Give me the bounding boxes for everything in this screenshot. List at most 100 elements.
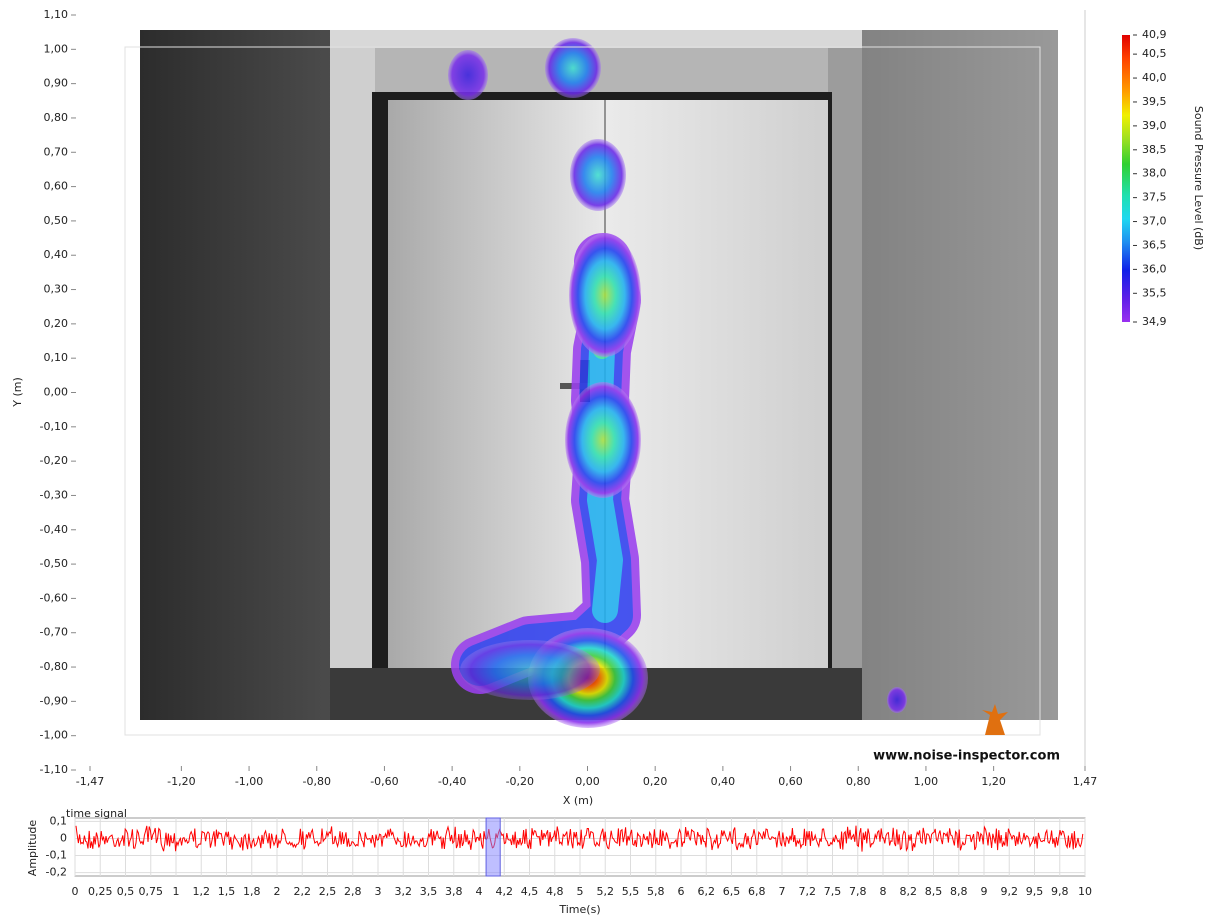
x-tick-label: 4,8 [546,885,564,898]
y-tick-label: -0,20 [40,454,68,467]
colorbar-tick-label: 34,9 [1142,315,1167,328]
x-tick-label: 5,5 [622,885,640,898]
y-tick-label: 0,10 [44,351,69,364]
y-tick-label: -0,10 [40,420,68,433]
x-tick-label: 3,8 [445,885,463,898]
y-tick-label: 0,70 [44,145,69,158]
x-tick-label: 4,5 [521,885,539,898]
x-tick-label: -1,20 [167,775,195,788]
colorbar-tick-label: 38,5 [1142,143,1167,156]
y-tick-label: -0,90 [40,694,68,707]
x-tick-label: 1,00 [914,775,939,788]
x-tick-label: 3,5 [420,885,438,898]
y-tick-label: -0,60 [40,591,68,604]
x-tick-label: 0,00 [575,775,600,788]
y-tick-label: -0,30 [40,488,68,501]
colorbar-tick-label: 36,5 [1142,238,1167,251]
y-tick-label: 0,90 [44,77,69,90]
x-tick-label: 0,25 [88,885,113,898]
y-tick-label: -1,00 [40,729,68,742]
x-tick-label: -0,60 [370,775,398,788]
signal-title: time signal [66,807,127,820]
x-tick-label: 4 [476,885,483,898]
x-tick-label: 3,2 [395,885,413,898]
y-tick-label: -0,40 [40,523,68,536]
y-tick-label: 0,40 [44,248,69,261]
x-tick-label: 6,8 [748,885,766,898]
y-tick-label: 0,60 [44,180,69,193]
y-tick-label: 0,50 [44,214,69,227]
y-tick-label: -0,1 [46,849,67,862]
signal-trace [75,825,1084,853]
x-tick-label: -0,80 [303,775,331,788]
x-tick-label: 8 [880,885,887,898]
colorbar-tick-label: 40,5 [1142,47,1167,60]
x-tick-label: 9,8 [1051,885,1069,898]
y-tick-label: 0,20 [44,317,69,330]
logo [982,704,1008,735]
x-tick-label: 8,2 [900,885,918,898]
x-tick-label: 0 [72,885,79,898]
y-tick-label: 1,10 [44,8,69,21]
x-tick-label: 10 [1078,885,1092,898]
x-tick-label: 0,5 [117,885,135,898]
x-tick-label: 9,5 [1026,885,1044,898]
x-tick-label: 1,20 [981,775,1006,788]
y-tick-label: -1,10 [40,763,68,776]
x-tick-label: 5 [577,885,584,898]
colorbar-tick-label: 40,9 [1142,28,1167,41]
colorbar-tick-label: 38,0 [1142,167,1167,180]
x-tick-label: -0,20 [506,775,534,788]
y-tick-label: -0,2 [46,866,67,879]
colorbar-label: Sound Pressure Level (dB) [1192,106,1205,250]
x-tick-label: 8,5 [925,885,943,898]
x-tick-label: 3 [375,885,382,898]
x-tick-label: 7,5 [824,885,842,898]
x-tick-label: 5,8 [647,885,665,898]
colorbar-tick-label: 36,0 [1142,262,1167,275]
x-axis-label: Time(s) [558,903,600,916]
y-axis-label: Amplitude [26,820,39,877]
colorbar-tick-label: 37,0 [1142,215,1167,228]
x-tick-label: 1,5 [218,885,236,898]
x-tick-label: 1 [173,885,180,898]
x-tick-label: 1,8 [243,885,261,898]
x-tick-label: 6,2 [698,885,716,898]
x-tick-label: 7,8 [849,885,867,898]
x-tick-label: 2,8 [344,885,362,898]
x-tick-label: -1,47 [76,775,104,788]
y-tick-label: 0,30 [44,283,69,296]
y-tick-label: -0,50 [40,557,68,570]
x-tick-label: 0,40 [711,775,736,788]
x-tick-label: 6,5 [723,885,741,898]
y-tick-label: 0,80 [44,111,69,124]
x-tick-label: -1,00 [235,775,263,788]
colorbar [1122,35,1130,322]
y-tick-label: -0,80 [40,660,68,673]
x-tick-label: 4,2 [496,885,514,898]
x-tick-label: 7 [779,885,786,898]
y-tick-label: 0 [60,831,67,844]
colorbar-tick-label: 40,0 [1142,71,1167,84]
x-tick-label: 2 [274,885,281,898]
colorbar-tick-label: 39,5 [1142,95,1167,108]
x-tick-label: 2,5 [319,885,337,898]
x-tick-label: 1,47 [1073,775,1098,788]
frame [124,46,1041,736]
x-tick-label: 0,60 [778,775,803,788]
y-tick-label: -0,70 [40,626,68,639]
x-tick-label: 7,2 [799,885,817,898]
x-tick-label: 9 [981,885,988,898]
x-tick-label: 0,75 [139,885,164,898]
colorbar-tick-label: 37,5 [1142,191,1167,204]
x-tick-label: 1,2 [193,885,211,898]
x-tick-label: 2,2 [294,885,312,898]
sound-map [448,38,907,728]
colorbar-tick-label: 39,0 [1142,119,1167,132]
watermark: www.noise-inspector.com [873,749,1060,764]
x-tick-label: 6 [678,885,685,898]
x-tick-label: 5,2 [597,885,615,898]
x-tick-label: 0,20 [643,775,668,788]
y-tick-label: 1,00 [44,42,69,55]
